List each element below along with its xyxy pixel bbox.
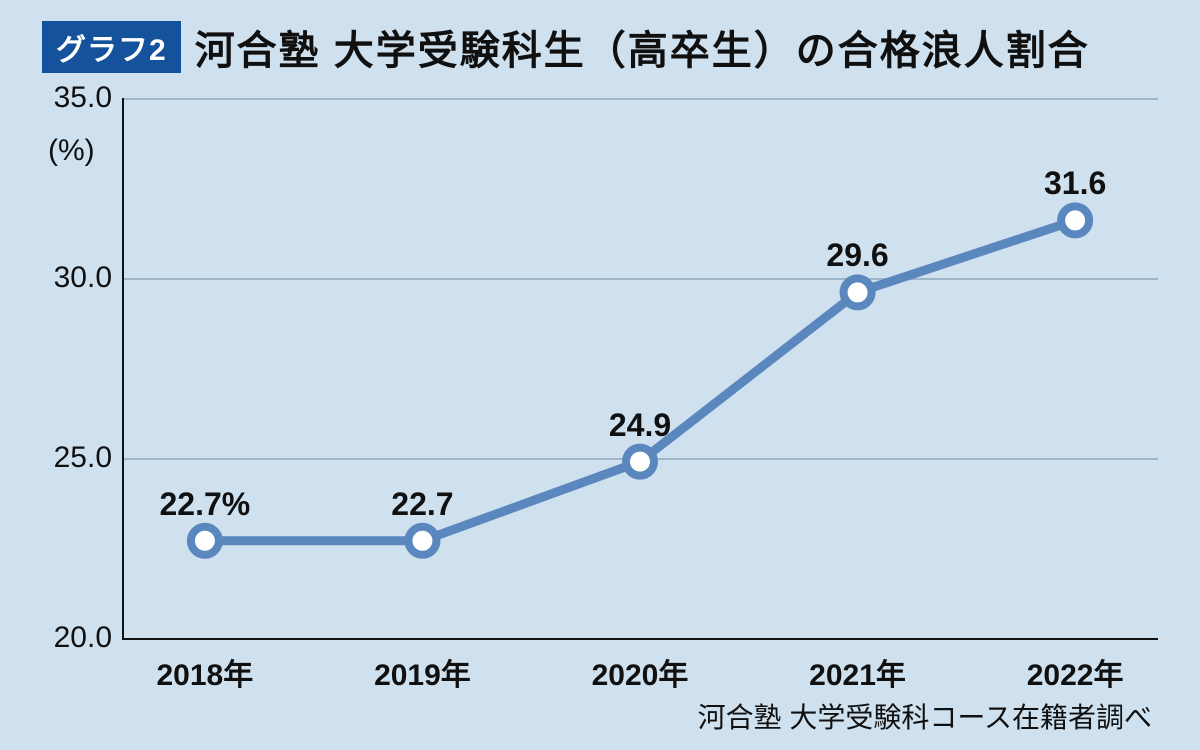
chart-header: グラフ2 河合塾 大学受験科生（高卒生）の合格浪人割合 xyxy=(42,18,1090,76)
data-point-label: 22.7% xyxy=(160,486,251,523)
chart-title: 河合塾 大学受験科生（高卒生）の合格浪人割合 xyxy=(195,18,1090,76)
line-series xyxy=(42,80,1158,692)
chart-badge: グラフ2 xyxy=(42,21,181,73)
series-marker xyxy=(191,527,219,555)
data-point-label: 24.9 xyxy=(609,407,671,444)
data-point-label: 31.6 xyxy=(1044,165,1106,202)
series-marker xyxy=(1061,206,1089,234)
series-line xyxy=(205,220,1075,540)
series-marker xyxy=(844,278,872,306)
series-marker xyxy=(626,448,654,476)
chart-footer-note: 河合塾 大学受験科コース在籍者調べ xyxy=(698,696,1152,736)
chart-container: グラフ2 河合塾 大学受験科生（高卒生）の合格浪人割合 20.025.030.0… xyxy=(0,0,1200,750)
data-point-label: 22.7 xyxy=(391,486,453,523)
plot-area: 20.025.030.035.0(%)2018年2019年2020年2021年2… xyxy=(42,80,1158,692)
series-marker xyxy=(408,527,436,555)
data-point-label: 29.6 xyxy=(826,237,888,274)
